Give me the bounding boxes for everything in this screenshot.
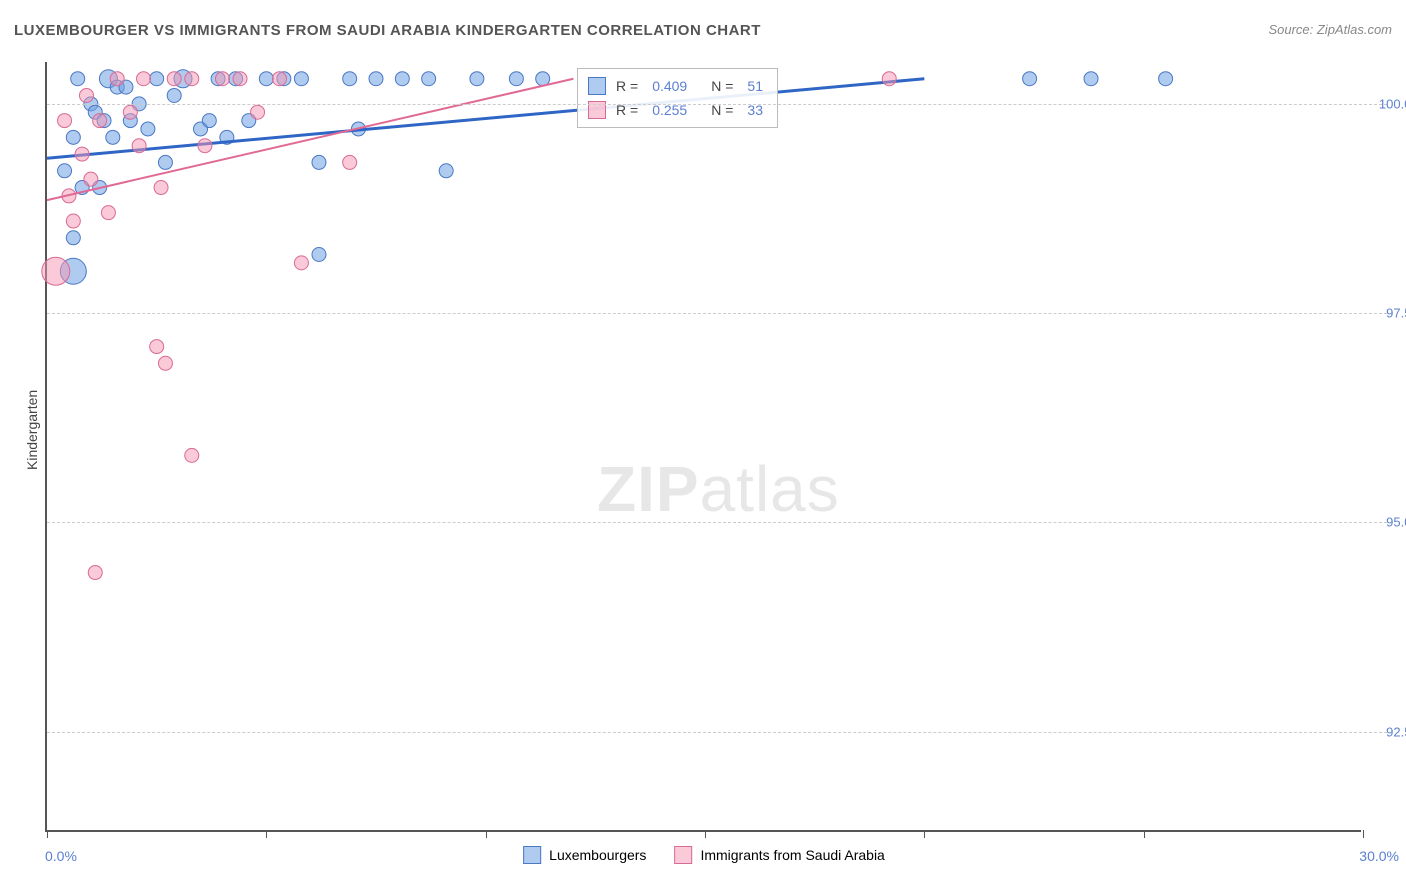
x-tick bbox=[1144, 830, 1145, 838]
data-point bbox=[439, 164, 453, 178]
data-point bbox=[882, 72, 896, 86]
gridline bbox=[47, 732, 1387, 733]
data-point bbox=[141, 122, 155, 136]
data-point bbox=[202, 114, 216, 128]
data-point bbox=[185, 72, 199, 86]
data-point bbox=[233, 72, 247, 86]
data-point bbox=[259, 72, 273, 86]
data-point bbox=[312, 155, 326, 169]
data-point bbox=[536, 72, 550, 86]
x-tick bbox=[486, 830, 487, 838]
data-point bbox=[150, 340, 164, 354]
data-point bbox=[79, 88, 93, 102]
gridline bbox=[47, 313, 1387, 314]
data-point bbox=[158, 155, 172, 169]
legend-row: R = 0.409 N = 51 bbox=[588, 74, 767, 98]
data-point bbox=[106, 130, 120, 144]
data-point bbox=[110, 72, 124, 86]
data-point bbox=[272, 72, 286, 86]
x-axis-max-label: 30.0% bbox=[1359, 848, 1399, 864]
x-tick bbox=[47, 830, 48, 838]
legend-r-label: R = bbox=[616, 78, 638, 94]
data-point bbox=[66, 214, 80, 228]
data-point bbox=[215, 72, 229, 86]
source-label: Source: ZipAtlas.com bbox=[1268, 22, 1392, 37]
y-tick-label: 92.5% bbox=[1386, 724, 1406, 739]
data-point bbox=[88, 566, 102, 580]
data-point bbox=[58, 164, 72, 178]
series-legend-item: Luxembourgers bbox=[523, 846, 646, 864]
legend-r-value: 0.409 bbox=[652, 78, 687, 94]
data-point bbox=[470, 72, 484, 86]
data-point bbox=[58, 114, 72, 128]
series-legend: Luxembourgers Immigrants from Saudi Arabi… bbox=[523, 846, 885, 864]
data-point bbox=[101, 206, 115, 220]
gridline bbox=[47, 104, 1387, 105]
data-point bbox=[294, 256, 308, 270]
data-point bbox=[84, 172, 98, 186]
chart-svg bbox=[47, 62, 1361, 830]
data-point bbox=[167, 72, 181, 86]
data-point bbox=[343, 155, 357, 169]
data-point bbox=[185, 448, 199, 462]
data-point bbox=[509, 72, 523, 86]
x-axis-min-label: 0.0% bbox=[45, 848, 77, 864]
data-point bbox=[395, 72, 409, 86]
x-tick bbox=[705, 830, 706, 838]
data-point bbox=[150, 72, 164, 86]
y-tick-label: 97.5% bbox=[1386, 306, 1406, 321]
data-point bbox=[422, 72, 436, 86]
legend-row: R =0.255N =33 bbox=[588, 98, 767, 122]
gridline bbox=[47, 522, 1387, 523]
x-tick bbox=[924, 830, 925, 838]
regression-line bbox=[47, 79, 573, 200]
data-point bbox=[1084, 72, 1098, 86]
plot-area: ZIPatlas R =0.409N =51R =0.255N =33 0.0%… bbox=[45, 62, 1361, 832]
data-point bbox=[369, 72, 383, 86]
data-point bbox=[1023, 72, 1037, 86]
data-point bbox=[312, 248, 326, 262]
x-tick bbox=[1363, 830, 1364, 838]
data-point bbox=[154, 181, 168, 195]
data-point bbox=[123, 105, 137, 119]
data-point bbox=[294, 72, 308, 86]
data-point bbox=[71, 72, 85, 86]
data-point bbox=[137, 72, 151, 86]
series-legend-label: Luxembourgers bbox=[549, 847, 646, 863]
data-point bbox=[1159, 72, 1173, 86]
data-point bbox=[343, 72, 357, 86]
data-point bbox=[167, 88, 181, 102]
data-point bbox=[251, 105, 265, 119]
legend-swatch bbox=[523, 846, 541, 864]
data-point bbox=[158, 356, 172, 370]
correlation-legend: R = 0.409 N = 51 R =0.255N =33 bbox=[577, 68, 778, 128]
series-legend-item: Immigrants from Saudi Arabia bbox=[674, 846, 884, 864]
y-tick-label: 100.0% bbox=[1379, 96, 1406, 111]
y-tick-label: 95.0% bbox=[1386, 515, 1406, 530]
legend-n-value: 51 bbox=[747, 78, 763, 94]
x-tick bbox=[266, 830, 267, 838]
y-axis-title: Kindergarten bbox=[24, 390, 40, 470]
series-legend-label: Immigrants from Saudi Arabia bbox=[700, 847, 884, 863]
legend-swatch bbox=[588, 77, 606, 95]
legend-swatch bbox=[674, 846, 692, 864]
data-point bbox=[75, 147, 89, 161]
data-point bbox=[42, 257, 70, 285]
data-point bbox=[66, 130, 80, 144]
data-point bbox=[66, 231, 80, 245]
data-point bbox=[198, 139, 212, 153]
chart-title: LUXEMBOURGER VS IMMIGRANTS FROM SAUDI AR… bbox=[14, 22, 761, 39]
data-point bbox=[93, 114, 107, 128]
legend-n-label: N = bbox=[711, 78, 733, 94]
data-point bbox=[132, 139, 146, 153]
